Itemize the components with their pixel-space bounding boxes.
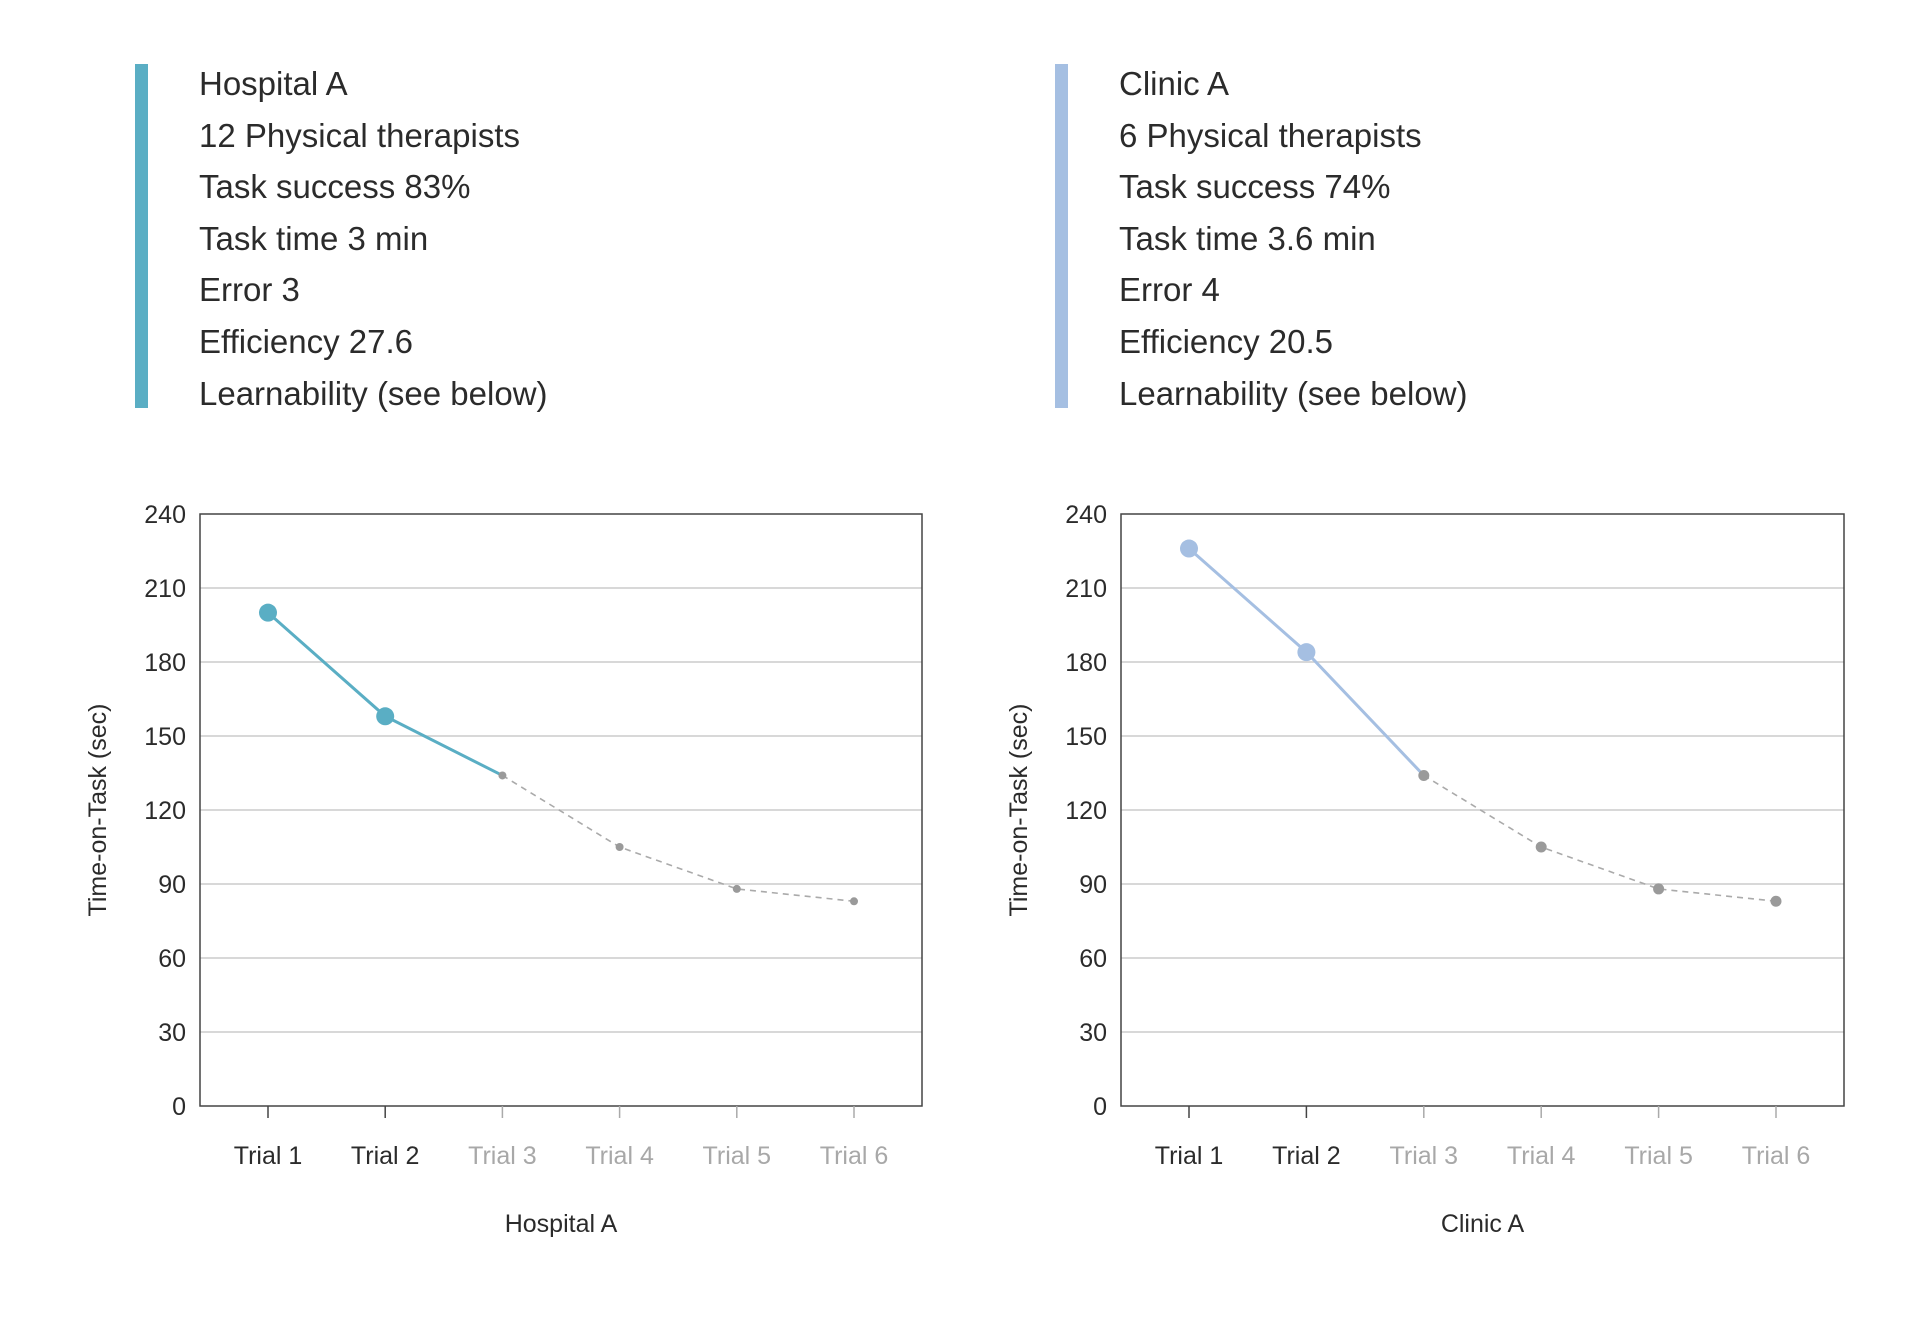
x-axis-title: Clinic A [1441,1210,1525,1238]
y-tick-label: 180 [1065,649,1107,677]
data-point [1653,883,1665,895]
summary-error: Error 3 [199,271,300,309]
summary-efficiency: Efficiency 20.5 [1119,322,1334,360]
chart-2: 0 30 60 90 120 150 180 210 240 Trial 1 Trial 2 Tria… [1005,501,1845,1238]
summary-task-success: Task success 74% [1119,168,1391,206]
data-point [1418,769,1430,781]
data-point [1297,643,1316,662]
x-tick-label: Trial 6 [820,1142,889,1170]
x-tick-label: Trial 3 [1390,1142,1459,1170]
chart-1: 0 30 60 90 120 150 180 210 240 Trial 1 Trial 2 Tria… [84,501,923,1238]
y-tick-label: 150 [144,723,186,751]
summary-therapists: 12 Physical therapists [199,116,520,154]
summary-lines: Clinic A 6 Physical therapists Task succ… [1119,58,1468,419]
x-tick-label: Trial 2 [351,1142,420,1170]
y-tick-label: 150 [1065,723,1107,751]
data-point [498,771,507,780]
accent-bar [135,64,148,408]
summary-task-time: Task time 3 min [199,219,429,257]
y-tick-label: 0 [1093,1093,1107,1121]
series-line-projected [501,774,855,903]
data-point [1180,539,1198,558]
y-tick-label: 60 [158,945,186,973]
data-point [1770,895,1782,907]
y-tick-label: 90 [158,871,186,899]
accent-bar [1055,64,1068,408]
x-tick-label: Trial 1 [234,1142,303,1170]
data-point [615,843,624,851]
y-tick-label: 30 [1079,1019,1107,1047]
data-point [259,603,277,622]
summary-task-success: Task success 83% [199,168,471,206]
summary-title: Clinic A [1119,65,1230,102]
x-tick-label: Trial 3 [468,1142,537,1170]
y-axis-title: Time-on-Task (sec) [84,704,112,917]
series-line-measured [267,611,504,777]
y-tick-label: 120 [1065,797,1107,825]
y-tick-label: 180 [144,649,186,677]
summary-therapists: 6 Physical therapists [1119,116,1422,154]
y-axis-title: Time-on-Task (sec) [1005,704,1033,917]
x-tick-label: Trial 4 [585,1142,654,1170]
y-tick-label: 240 [144,501,186,529]
summary-task-time: Task time 3.6 min [1119,219,1376,257]
x-axis-title: Hospital A [505,1210,618,1238]
x-tick-label: Trial 5 [1624,1142,1693,1170]
y-tick-label: 30 [158,1019,186,1047]
summary-efficiency: Efficiency 27.6 [199,322,414,360]
x-tick-label: Trial 1 [1155,1142,1224,1170]
y-tick-label: 240 [1065,501,1107,529]
data-point [850,897,858,906]
data-point [376,707,395,726]
summary-learnability: Learnability (see below) [199,374,548,412]
x-tick-label: Trial 5 [703,1142,772,1170]
x-tick-label: Trial 2 [1272,1142,1341,1170]
y-tick-label: 210 [144,575,186,603]
x-tick-label: Trial 4 [1507,1142,1576,1170]
plot-frame [199,513,923,1107]
series-line-projected [1423,774,1777,903]
x-tick-label: Trial 6 [1742,1142,1811,1170]
summary-error: Error 4 [1119,271,1220,309]
plot-frame [1120,513,1845,1107]
y-tick-label: 90 [1079,871,1107,899]
y-tick-label: 0 [172,1093,186,1121]
y-tick-label: 120 [144,797,186,825]
data-point [1535,841,1547,853]
summary-learnability: Learnability (see below) [1119,374,1468,412]
y-tick-label: 60 [1079,945,1107,973]
summary-title: Hospital A [199,65,348,102]
data-point [732,884,741,893]
summary-lines: Hospital A 12 Physical therapists Task s… [199,58,548,419]
y-tick-label: 210 [1065,575,1107,603]
